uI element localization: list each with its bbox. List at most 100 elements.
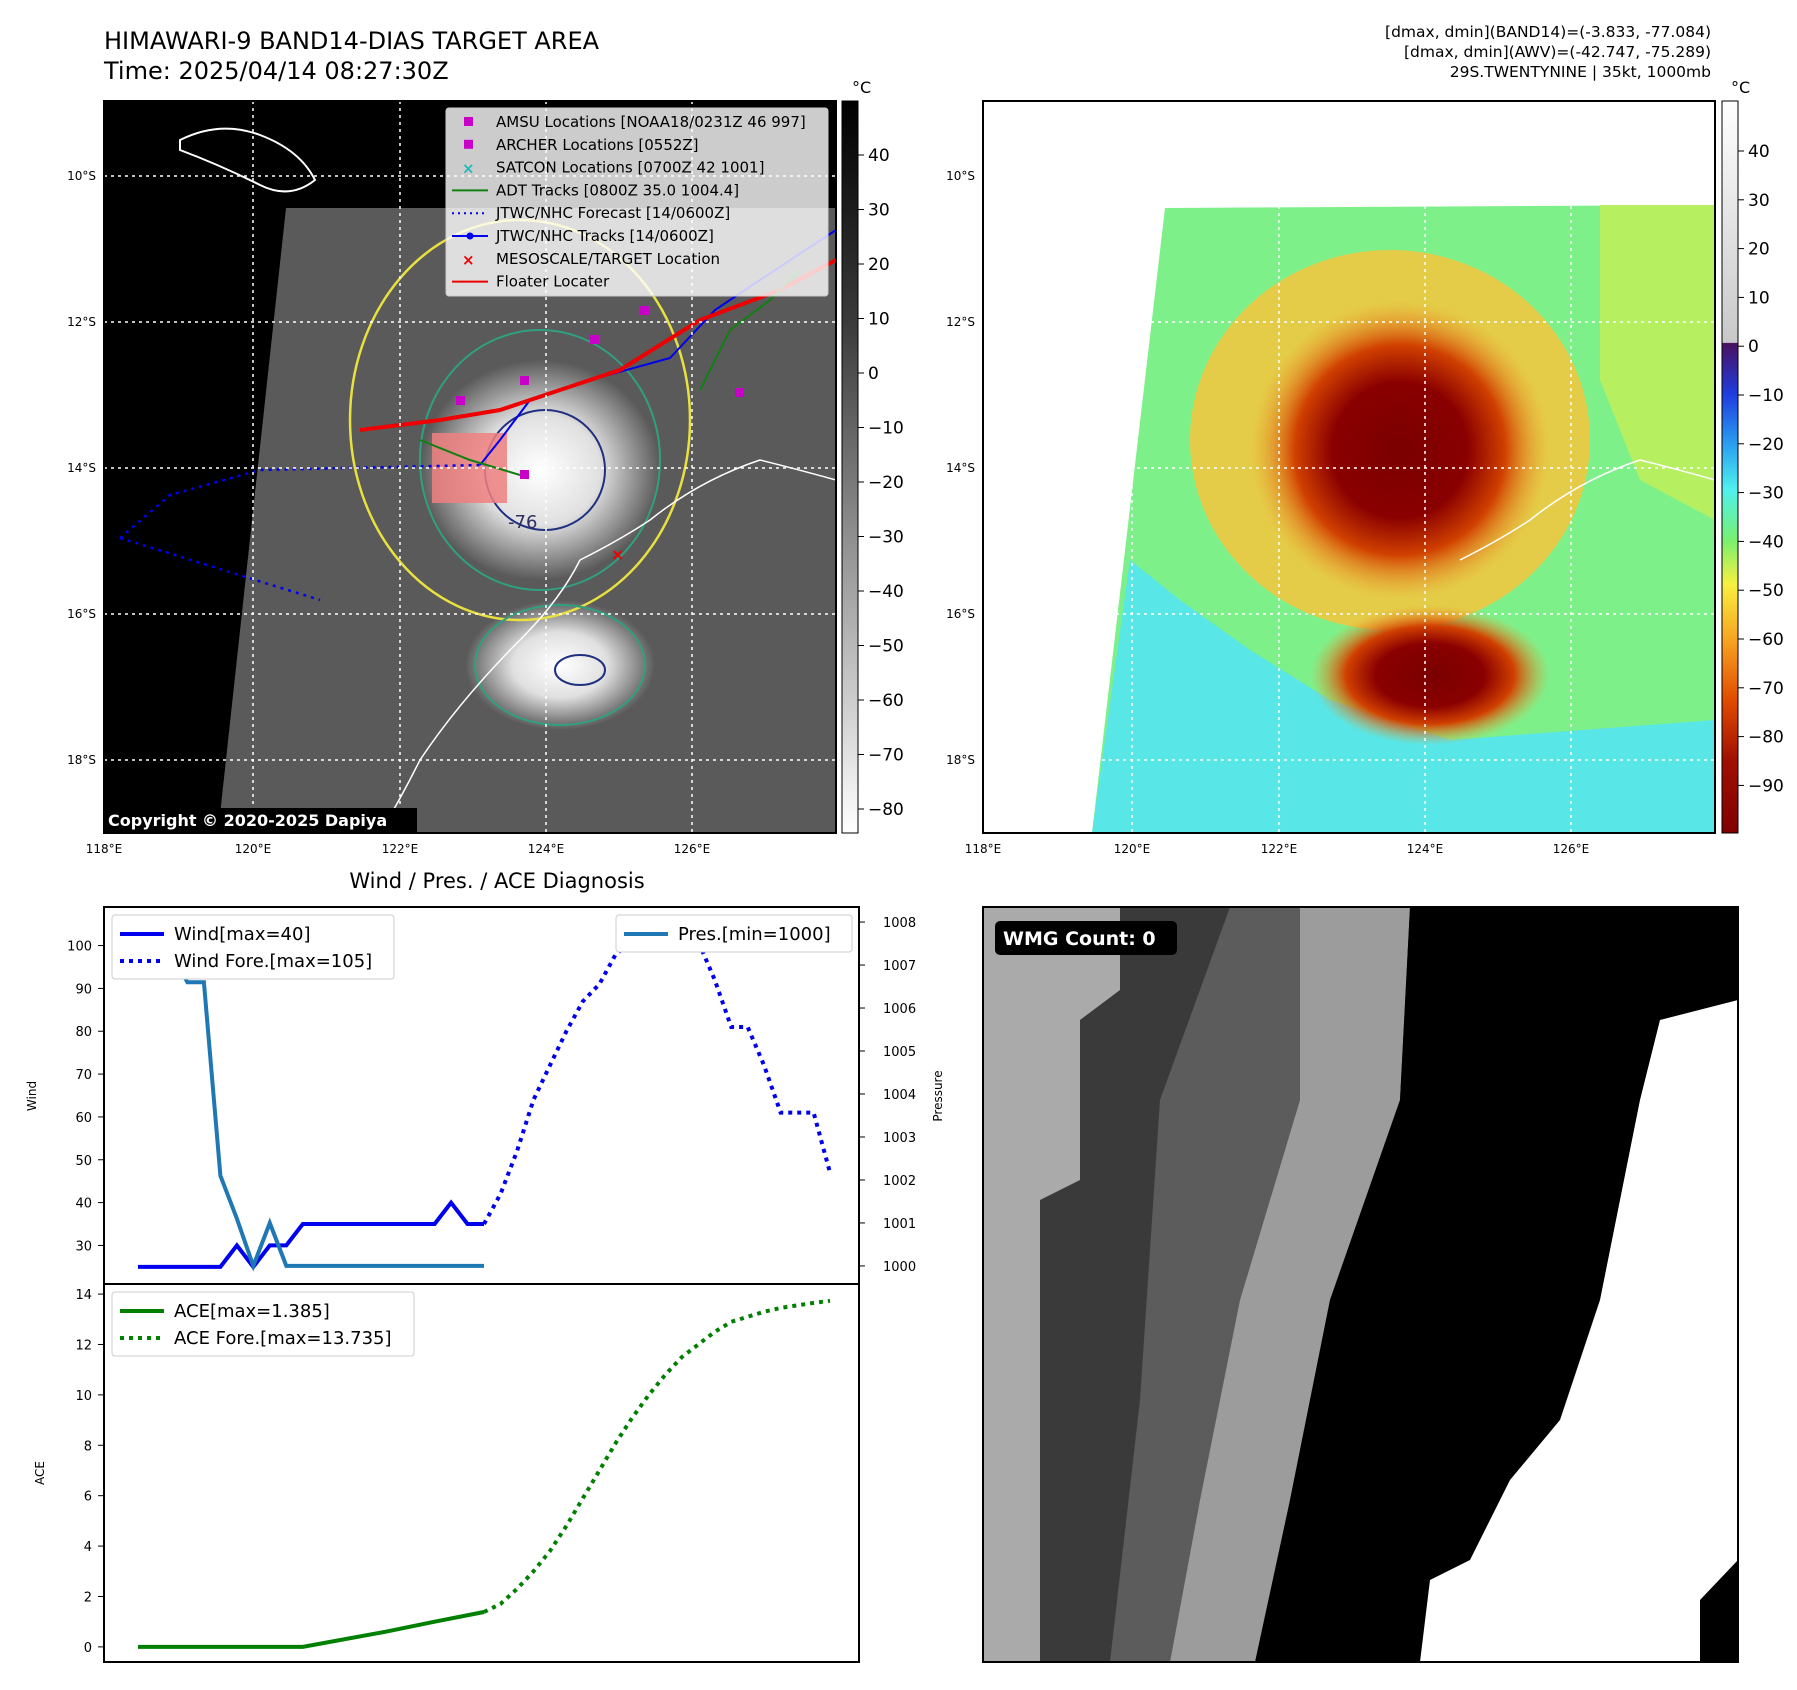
diag-line-3: 29S.TWENTYNINE | 35kt, 1000mb [1449,63,1711,81]
colorbar-tick-label: 30 [1748,191,1770,211]
colorbar-tick-label: −30 [868,528,904,548]
y-tick-label: 90 [75,982,92,997]
lon-tick-label: 126°E [1553,842,1590,856]
right-map-panel [983,101,1715,833]
awv-yellowgreen-region [1600,205,1715,520]
colorbar-tick-label: −80 [868,800,904,820]
y-tick-label: 80 [75,1025,92,1040]
pressure-legend-label: Pres.[min=1000] [678,924,831,945]
colorbar-tick-label: −40 [868,582,904,602]
lon-tick-label: 126°E [674,842,711,856]
series-line [138,1199,484,1271]
y-tick-label: 6 [84,1490,92,1505]
wmg-white-region [1420,1000,1738,1662]
colorbar-tick-label: −50 [868,637,904,657]
series-line [483,1298,831,1614]
wind-pressure-chart: 30 40 50 60 70 80 90 100 1000 1001 1002 1003 1004 100… [67,906,916,1285]
ace-legend-label: ACE[max=1.385] [174,1301,330,1322]
figure-title: HIMAWARI-9 BAND14-DIAS TARGET AREA Time: … [104,26,599,86]
map-axis-ticks: 118°E 120°E 122°E 124°E 126°E 10°S 12°S 14°S 16°… [67,169,1589,856]
y2-tick-label: 1002 [883,1174,916,1189]
wmg-panel: WMG Count: 0 [982,906,1739,1663]
legend-label: AMSU Locations [NOAA18/0231Z 46 997] [496,113,806,131]
awv-coastline [1459,459,1715,561]
lon-tick-label: 122°E [382,842,419,856]
colorbar-right-unit: °C [1731,78,1750,97]
y-tick-label: 70 [75,1068,92,1083]
y2-tick-label: 1003 [883,1131,916,1146]
ace-chart: 0 2 4 6 8 10 12 14 ACE[max=1.385] ACE Fore.[max=1… [75,1283,860,1663]
diag-line-2: [dmax, dmin](AWV)=(-42.747, -75.289) [1404,43,1711,61]
title-line-1: HIMAWARI-9 BAND14-DIAS TARGET AREA [104,27,600,55]
series-line [136,921,484,1272]
contour-teal [419,329,661,591]
ace-legend-label: ACE Fore.[max=13.735] [174,1328,392,1349]
colorbar-tick-label: −30 [1748,484,1784,504]
y-tick-label: 40 [75,1197,92,1212]
coastline-west [379,559,581,833]
series-line [138,1610,485,1649]
map-legend: AMSU Locations [NOAA18/0231Z 46 997] ARCH… [445,107,829,297]
legend-marker-square [464,139,473,149]
colorbar-tick-label: 10 [868,310,890,330]
right-map-frame [982,100,1716,834]
pressure-legend-box [615,914,853,953]
wmg-count-box [995,921,1177,955]
colorbar-tick-label: 10 [1748,288,1770,308]
lat-tick-label: 16°S [67,607,96,621]
legend-marker-dot [466,232,474,240]
colorbar-tick-label: −40 [1748,532,1784,552]
colorbar-right [1721,100,1739,834]
colorbar-tick-label: −10 [1748,386,1784,406]
legend-label: MESOSCALE/TARGET Location [496,250,720,268]
ace-axis-label: ACE [33,1461,47,1485]
colorbar-tick-label: −70 [868,746,904,766]
colorbar-left-ticks: 40 30 20 10 0 −10 −20 −30 −40 −50 −60 −70 −80 [858,146,904,820]
lat-tick-label: 18°S [67,753,96,767]
colorbar-left-unit: °C [852,78,871,97]
forecast-track-south [119,536,321,602]
colorbar-tick-label: 20 [868,255,890,275]
title-line-2: Time: 2025/04/14 08:27:30Z [104,57,449,85]
legend-label: JTWC/NHC Forecast [14/0600Z] [495,204,730,222]
colorbar-tick-label: 40 [1748,142,1770,162]
y-tick-label: 0 [84,1641,92,1656]
colorbar-tick-label: 0 [868,364,879,384]
legend-label: SATCON Locations [0700Z 42 1001] [496,159,764,177]
lat-tick-label: 10°S [946,169,975,183]
legend-marker-x: × [462,251,475,269]
lat-tick-label: 14°S [946,461,975,475]
wmg-count-label: WMG Count: 0 [1003,928,1156,950]
diagnostic-text: [dmax, dmin](BAND14)=(-3.833, -77.084) [… [1385,22,1711,82]
colorbar-tick-label: −20 [1748,435,1784,455]
legend-label: Floater Locater [496,273,610,291]
wind-legend-box [111,914,395,980]
copyright-box [104,808,417,832]
contour-label: -76 [508,512,537,533]
colorbar-tick-label: 40 [868,146,890,166]
colorbar-tick-label: −20 [868,473,904,493]
y-tick-label: 8 [84,1439,92,1454]
lon-tick-label: 120°E [1114,842,1151,856]
colorbar-tick-label: 20 [1748,240,1770,260]
y-tick-label: 4 [84,1540,92,1555]
contour-teal-south [474,604,646,726]
ace-legend-box [111,1291,415,1357]
awv-storm-core [1250,300,1550,600]
coastline-australia [579,459,836,561]
wind-legend-label: Wind[max=40] [174,924,311,945]
legend-marker-x: × [462,160,475,178]
y-tick-label: 2 [84,1590,92,1605]
awv-cyan-region [1092,560,1715,833]
colorbar-tick-label: −10 [868,419,904,439]
map-legend-box [445,107,829,297]
wmg-gray-region [1170,907,1410,1662]
y2-tick-label: 1004 [883,1088,916,1103]
legend-label: ARCHER Locations [0552Z] [496,136,699,154]
y2-tick-label: 1008 [883,916,916,931]
y2-tick-label: 1000 [883,1260,916,1275]
legend-label: JTWC/NHC Tracks [14/0600Z] [495,227,714,245]
pressure-axis-label: Pressure [931,1070,945,1121]
lat-tick-label: 16°S [946,607,975,621]
